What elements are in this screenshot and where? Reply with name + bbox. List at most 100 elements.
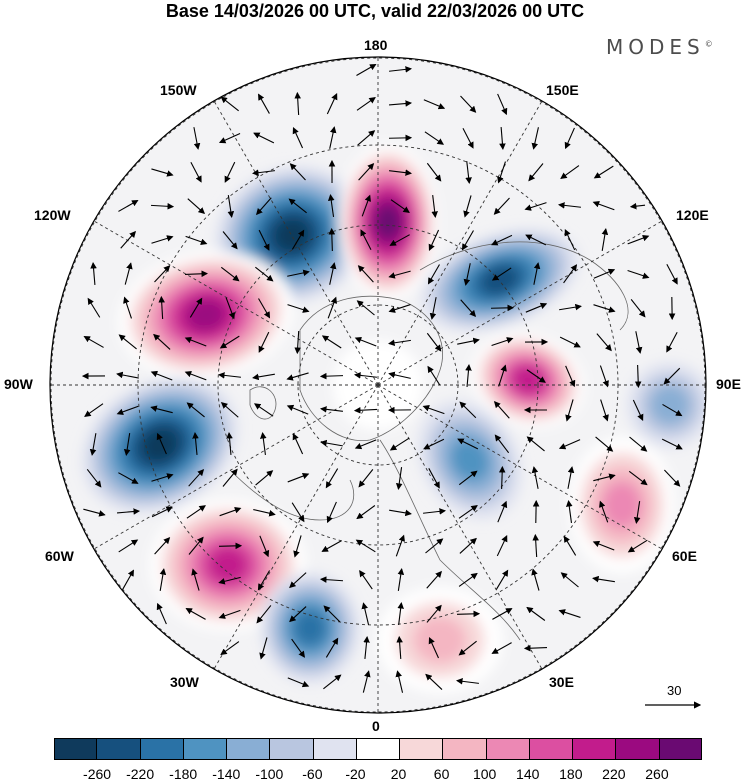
wind-vector bbox=[258, 229, 270, 251]
brand-mark: © bbox=[704, 39, 713, 49]
colorbar-tick-label: -100 bbox=[255, 766, 284, 782]
meridian bbox=[377, 98, 544, 386]
wind-vector bbox=[558, 439, 581, 450]
wind-vector bbox=[258, 331, 270, 353]
wind-vector bbox=[326, 501, 337, 524]
wind-vector bbox=[87, 297, 101, 318]
wind-vector bbox=[288, 198, 307, 214]
wind-vector bbox=[496, 535, 508, 557]
wind-vector bbox=[422, 405, 445, 415]
meridian bbox=[377, 384, 665, 551]
wind-vector bbox=[362, 670, 371, 693]
wind-vector bbox=[185, 235, 208, 245]
wind-vector bbox=[463, 263, 471, 286]
wind-vector bbox=[498, 364, 507, 387]
wind-vector bbox=[495, 569, 509, 590]
colorbar-tick-label: 100 bbox=[472, 766, 497, 782]
wind-vector bbox=[360, 229, 372, 251]
wind-vector bbox=[257, 570, 271, 591]
wind-vector bbox=[560, 572, 579, 588]
wind-vector bbox=[388, 371, 411, 379]
ne-pacific-low-contour bbox=[274, 218, 310, 252]
wind-vector bbox=[220, 96, 239, 112]
wind-vector bbox=[526, 606, 546, 621]
wind-vector bbox=[184, 270, 209, 278]
wind-vector bbox=[524, 202, 547, 211]
wind-vector bbox=[388, 304, 411, 313]
wind-vector bbox=[255, 470, 274, 486]
wind-vector bbox=[424, 131, 444, 145]
wind-vector bbox=[357, 265, 374, 283]
wind-vector bbox=[390, 199, 410, 213]
wind-vector bbox=[423, 508, 447, 515]
wind-vector bbox=[224, 161, 236, 183]
wind-vector bbox=[458, 640, 477, 656]
wind-vector bbox=[89, 433, 97, 456]
colorbar-tick-label: -220 bbox=[126, 766, 155, 782]
wind-vector bbox=[425, 538, 444, 554]
colorbar-swatch bbox=[140, 738, 184, 760]
wind-vector bbox=[395, 467, 403, 490]
wind-vector bbox=[494, 434, 510, 454]
lon-label-150w: 150W bbox=[160, 82, 197, 98]
wind-vector bbox=[564, 229, 576, 251]
wind-vector bbox=[593, 268, 616, 279]
wind-vector bbox=[666, 332, 678, 353]
wind-vector bbox=[222, 231, 238, 250]
wind-vector bbox=[218, 133, 241, 144]
wind-vector bbox=[531, 568, 540, 591]
wind-vector bbox=[84, 403, 104, 417]
wind-vector bbox=[493, 400, 510, 419]
wind-vector bbox=[361, 602, 370, 625]
wind-vector bbox=[627, 269, 650, 279]
wind-vector bbox=[123, 296, 132, 319]
wind-vector bbox=[292, 126, 304, 149]
wind-vector bbox=[359, 570, 373, 590]
wind-vector bbox=[565, 365, 576, 388]
wind-vector bbox=[627, 539, 648, 553]
wind-vector bbox=[150, 405, 173, 414]
wind-vector bbox=[632, 399, 644, 421]
map-title: Base 14/03/2026 00 UTC, valid 22/03/2026… bbox=[165, 1, 585, 21]
colorbar-tick-label: 220 bbox=[602, 766, 626, 782]
wind-vector bbox=[633, 501, 641, 524]
wind-vector bbox=[558, 609, 581, 618]
wind-vector bbox=[118, 539, 139, 553]
colorbar-swatch bbox=[400, 738, 444, 760]
wind-vector bbox=[190, 161, 202, 183]
wind-vector bbox=[218, 542, 243, 550]
lon-label-90w: 90W bbox=[4, 376, 33, 392]
wind-vector bbox=[118, 334, 137, 350]
wind-vector bbox=[220, 266, 240, 282]
wind-vector bbox=[428, 468, 440, 489]
wind-vector bbox=[389, 437, 410, 451]
wind-vector bbox=[563, 264, 578, 284]
wind-vector bbox=[462, 127, 474, 149]
wind-vector bbox=[460, 95, 477, 113]
colorbar-swatch bbox=[270, 738, 314, 760]
wind-vector bbox=[287, 677, 310, 688]
wind-vector bbox=[251, 169, 275, 176]
wind-vector bbox=[595, 436, 614, 452]
wind-vector bbox=[492, 608, 513, 620]
caspian-high-contour bbox=[602, 482, 642, 528]
wind-vector bbox=[358, 163, 375, 181]
wind-vector bbox=[83, 336, 104, 348]
wind-vector bbox=[601, 228, 609, 251]
colorbar-swatch bbox=[183, 738, 228, 760]
wind-vector bbox=[428, 229, 440, 252]
map-disk bbox=[50, 57, 706, 713]
europe-low-contour bbox=[450, 439, 490, 481]
wind-vector bbox=[388, 339, 411, 347]
wind-vector bbox=[491, 267, 512, 281]
wind-vector bbox=[533, 262, 541, 285]
wind-vector bbox=[593, 304, 616, 313]
colorbar-swatch bbox=[529, 738, 574, 760]
wind-vector bbox=[389, 66, 413, 73]
wind-vector bbox=[363, 635, 370, 660]
wind-vector bbox=[289, 572, 307, 589]
wind-vector bbox=[491, 234, 513, 246]
wind-vector bbox=[627, 234, 650, 245]
wind-vector bbox=[356, 300, 375, 316]
